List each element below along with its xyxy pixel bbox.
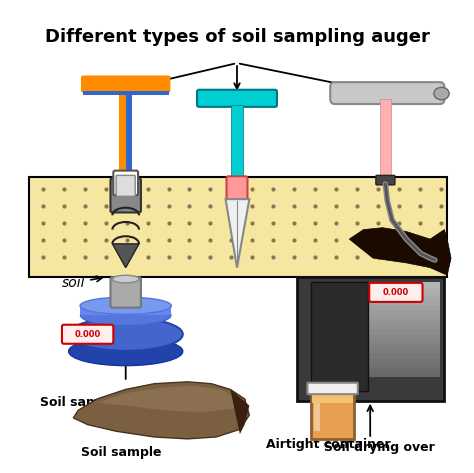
Bar: [126, 95, 132, 180]
Bar: [119, 95, 126, 180]
Text: Airtight container: Airtight container: [266, 425, 391, 451]
Bar: [311, 296, 439, 301]
Bar: [314, 403, 320, 431]
Bar: [311, 363, 439, 368]
Polygon shape: [73, 382, 249, 439]
FancyBboxPatch shape: [330, 82, 445, 104]
Bar: [80, 306, 172, 315]
Bar: [311, 334, 439, 339]
Ellipse shape: [434, 88, 449, 100]
Bar: [380, 99, 391, 180]
Ellipse shape: [80, 297, 172, 314]
Bar: [311, 358, 439, 363]
Bar: [311, 368, 439, 372]
Polygon shape: [226, 199, 249, 268]
FancyBboxPatch shape: [113, 171, 138, 195]
FancyBboxPatch shape: [62, 325, 113, 344]
Bar: [311, 339, 439, 344]
Bar: [311, 315, 439, 320]
Bar: [28, 177, 447, 277]
FancyBboxPatch shape: [308, 383, 358, 394]
FancyBboxPatch shape: [83, 91, 168, 96]
Bar: [311, 282, 368, 391]
Bar: [311, 349, 439, 353]
Polygon shape: [97, 385, 240, 412]
Text: 0.000: 0.000: [383, 288, 409, 297]
Ellipse shape: [69, 337, 183, 366]
Bar: [311, 282, 439, 287]
Bar: [311, 330, 439, 334]
FancyBboxPatch shape: [81, 76, 171, 93]
FancyBboxPatch shape: [110, 178, 141, 212]
Bar: [311, 301, 439, 306]
Ellipse shape: [69, 317, 183, 351]
Text: Soil sample measuring scales: Soil sample measuring scales: [40, 396, 247, 409]
Bar: [311, 391, 354, 439]
FancyBboxPatch shape: [369, 283, 422, 302]
Polygon shape: [349, 228, 451, 275]
FancyBboxPatch shape: [116, 175, 135, 196]
Polygon shape: [112, 244, 139, 268]
Text: Soil drying over: Soil drying over: [324, 441, 435, 454]
Bar: [311, 291, 439, 296]
Bar: [312, 393, 353, 403]
Polygon shape: [230, 389, 249, 434]
Bar: [297, 277, 445, 401]
Bar: [311, 310, 439, 315]
Bar: [311, 353, 439, 358]
Bar: [311, 372, 439, 377]
Text: Soil sample: Soil sample: [81, 447, 161, 459]
Bar: [311, 306, 439, 310]
FancyBboxPatch shape: [110, 277, 141, 307]
Text: soil: soil: [62, 276, 102, 289]
Text: 0.000: 0.000: [74, 330, 101, 339]
Text: Different types of soil sampling auger: Different types of soil sampling auger: [45, 28, 429, 46]
Bar: [311, 344, 439, 349]
Bar: [311, 325, 439, 330]
FancyBboxPatch shape: [376, 175, 395, 185]
Bar: [311, 287, 439, 291]
FancyBboxPatch shape: [227, 176, 247, 201]
Bar: [231, 105, 243, 181]
Bar: [311, 320, 439, 325]
Ellipse shape: [112, 275, 139, 283]
FancyBboxPatch shape: [197, 90, 277, 107]
Ellipse shape: [81, 305, 171, 326]
